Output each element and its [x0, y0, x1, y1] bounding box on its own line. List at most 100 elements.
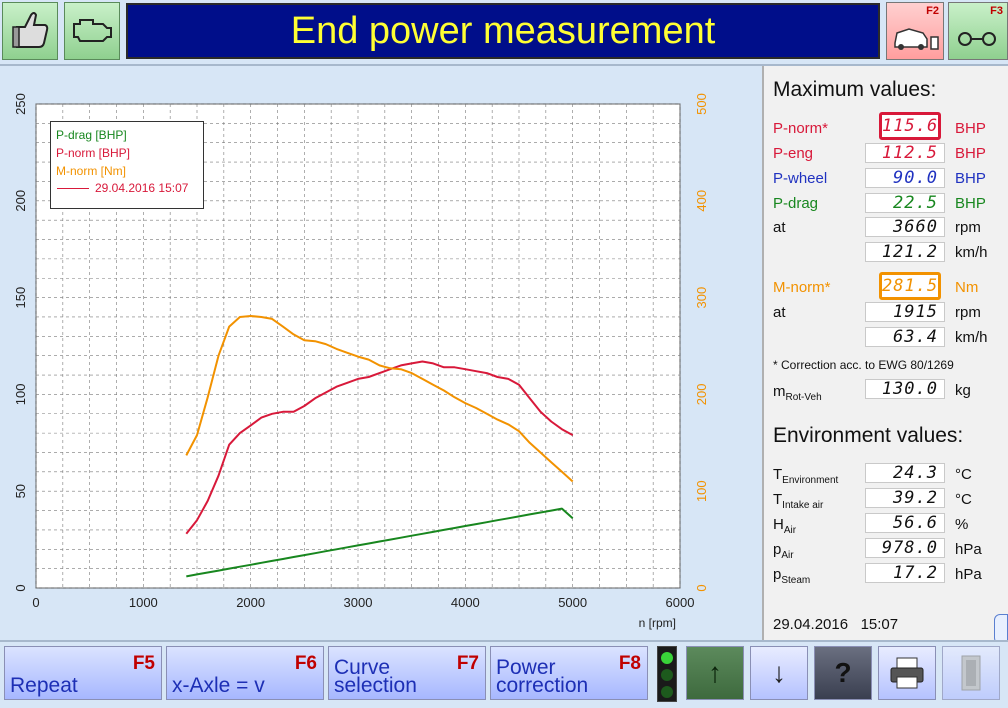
legend-m-norm: M-norm [Nm] [56, 164, 126, 178]
top-toolbar: End power measurement F2 F3 [0, 0, 1008, 64]
left-tick-label: 250 [13, 93, 28, 115]
p-drag-value: 22.5 [865, 193, 945, 213]
down-arrow-icon: ↓ [772, 657, 786, 688]
p-steam-subscript: Steam [781, 575, 811, 586]
max-values-title: Maximum values: [773, 78, 937, 101]
curve-selection-key: F7 [456, 653, 479, 674]
down-arrow-button[interactable]: ↓ [750, 646, 808, 700]
legend-line-swatch [57, 188, 89, 189]
legend-date: 29.04.2016 15:07 [95, 181, 189, 195]
repeat-label: Repeat [10, 674, 78, 697]
t-env-unit: °C [955, 466, 972, 483]
t-intake-subscript: Intake air [782, 500, 824, 511]
p-eng-value: 112.5 [865, 143, 945, 163]
m-norm-value: 281.5 [879, 272, 941, 300]
engine-button[interactable] [64, 2, 120, 60]
p-wheel-value: 90.0 [865, 168, 945, 188]
p-drag-label: P-drag [773, 195, 819, 212]
x-axis-title: n [rpm] [639, 616, 676, 630]
left-tick-label: 200 [13, 190, 28, 212]
h-air-subscript: Air [783, 525, 797, 536]
t-env-value: 24.3 [865, 463, 945, 483]
left-tick-label: 150 [13, 287, 28, 309]
m-at-kmh-unit: km/h [955, 329, 988, 346]
chart-grid [35, 103, 681, 589]
exit-button[interactable] [942, 646, 1000, 700]
left-tick-label: 0 [13, 584, 28, 591]
help-button[interactable]: ? [814, 646, 872, 700]
power-correction-label-2: correction [496, 674, 589, 697]
page-title-bar: End power measurement [126, 3, 880, 59]
right-tick-label: 400 [694, 190, 709, 212]
power-correction-button[interactable]: F8 Power correction [490, 646, 648, 700]
x-tick-label: 2000 [236, 595, 265, 610]
p-air-unit: hPa [955, 541, 982, 558]
p-wheel-unit: BHP [955, 170, 986, 187]
rollers-icon [958, 32, 996, 46]
p-steam-unit: hPa [955, 566, 982, 583]
up-arrow-button[interactable]: ↑ [686, 646, 744, 700]
dyno-car-icon [894, 28, 939, 50]
p-wheel-label: P-wheel [773, 170, 828, 187]
at-rpm-value: 3660 [865, 217, 945, 237]
f3-rollers-button[interactable]: F3 [948, 2, 1008, 60]
x-tick-label: 3000 [344, 595, 373, 610]
m-at-rpm-value: 1915 [865, 302, 945, 322]
p-air-label: pAir [773, 541, 794, 561]
at-label: at [773, 219, 786, 236]
traffic-light-green [661, 652, 673, 664]
help-icon: ? [834, 657, 852, 688]
m-rot-value: 130.0 [865, 379, 945, 399]
traffic-light-indicator [657, 646, 677, 702]
x-tick-label: 5000 [558, 595, 587, 610]
at-rpm-unit: rpm [955, 219, 981, 236]
x-axle-button[interactable]: F6 x-Axle = v [166, 646, 324, 700]
x-tick-label: 0 [32, 595, 39, 610]
p-air-value: 978.0 [865, 538, 945, 558]
right-tick-label: 200 [694, 384, 709, 406]
x-tick-label: 1000 [129, 595, 158, 610]
right-tick-label: 500 [694, 93, 709, 115]
right-tick-label: 0 [694, 584, 709, 591]
f2-dyno-button[interactable]: F2 [886, 2, 944, 60]
correction-note: * Correction acc. to EWG 80/1269 [773, 358, 954, 372]
p-norm-value: 115.6 [879, 112, 941, 140]
top-separator [0, 64, 1008, 66]
p-air-subscript: Air [781, 550, 794, 561]
chart-legend: P-drag [BHP] P-norm [BHP] M-norm [Nm] 29… [50, 121, 204, 209]
env-values-title: Environment values: [773, 424, 964, 447]
x-tick-label: 6000 [666, 595, 695, 610]
m-rot-subscript: Rot-Veh [785, 392, 822, 403]
p-norm-unit: BHP [955, 120, 986, 137]
bottom-separator [0, 640, 1008, 642]
right-tick-label: 100 [694, 480, 709, 502]
series-line-m-norm [185, 315, 574, 483]
h-air-unit: % [955, 516, 969, 533]
x-axle-key: F6 [294, 653, 317, 674]
series-line-p-drag [186, 507, 574, 578]
up-arrow-icon: ↑ [708, 657, 722, 688]
m-norm-unit: Nm [955, 279, 979, 296]
m-at-kmh-value: 63.4 [865, 327, 945, 347]
print-button[interactable] [878, 646, 936, 700]
printer-icon [890, 657, 924, 689]
t-intake-value: 39.2 [865, 488, 945, 508]
x-axle-label: x-Axle = v [172, 674, 265, 697]
at-kmh-unit: km/h [955, 244, 988, 261]
traffic-light-mid [661, 669, 673, 681]
traffic-light-bottom [661, 686, 673, 698]
timestamp: 29.04.2016 15:07 [773, 616, 899, 633]
curve-selection-button[interactable]: F7 Curve selection [328, 646, 486, 700]
chart-ticks: 0 1000 2000 3000 4000 5000 6000050100150200250… [13, 93, 709, 610]
chart-series [185, 315, 574, 578]
page-title: End power measurement [290, 9, 716, 52]
repeat-button[interactable]: F5 Repeat [4, 646, 162, 700]
at-kmh-value: 121.2 [865, 242, 945, 262]
repeat-key: F5 [132, 653, 155, 674]
left-tick-label: 100 [13, 384, 28, 406]
p-steam-label: pSteam [773, 566, 811, 586]
x-tick-label: 4000 [451, 595, 480, 610]
thumbs-up-button[interactable] [2, 2, 58, 60]
thumbs-up-icon [12, 12, 49, 48]
right-tick-label: 300 [694, 287, 709, 309]
